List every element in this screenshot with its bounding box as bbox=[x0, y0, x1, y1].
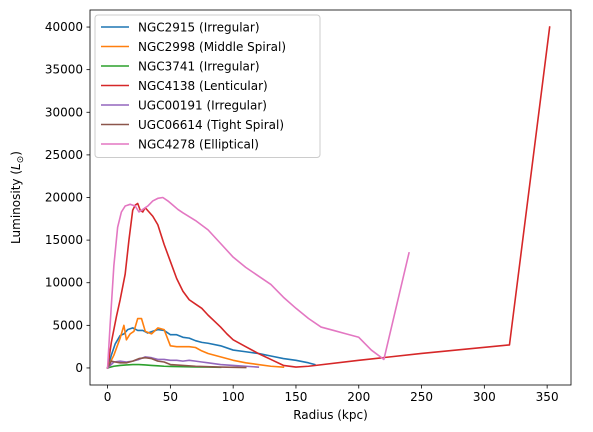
x-tick-label: 350 bbox=[536, 390, 559, 404]
legend-label: NGC2915 (Irregular) bbox=[138, 21, 260, 35]
y-axis-title-symbol: L bbox=[9, 163, 23, 170]
series-line-4 bbox=[106, 26, 551, 369]
legend-label: NGC3741 (Irregular) bbox=[138, 60, 260, 74]
y-tick-label: 25000 bbox=[45, 148, 83, 162]
x-axis-title: Radius (kpc) bbox=[293, 408, 368, 422]
y-tick-label: 20000 bbox=[45, 191, 83, 205]
series-line-6 bbox=[106, 356, 247, 370]
legend-label: NGC2998 (Middle Spiral) bbox=[138, 40, 286, 54]
x-tick-label: 50 bbox=[163, 390, 178, 404]
x-tick-label: 300 bbox=[473, 390, 496, 404]
series-line-3 bbox=[106, 363, 222, 369]
y-axis-title-subscript: ⊙ bbox=[16, 156, 26, 164]
series-line-7 bbox=[106, 196, 410, 369]
y-axis-title: Luminosity (L⊙) bbox=[9, 151, 26, 244]
y-tick-label: 40000 bbox=[45, 20, 83, 34]
series-line-1 bbox=[106, 327, 316, 369]
legend-label: NGC4278 (Elliptical) bbox=[138, 138, 259, 152]
plot-frame bbox=[89, 9, 572, 386]
x-tick-label: 150 bbox=[285, 390, 308, 404]
legend-label: UGC06614 (Tight Spiral) bbox=[138, 118, 284, 132]
y-axis-title-main: Luminosity ( bbox=[9, 170, 23, 244]
legend-label: UGC00191 (Irregular) bbox=[138, 99, 267, 113]
y-tick-label: 0 bbox=[75, 361, 83, 375]
y-tick-label: 5000 bbox=[52, 318, 83, 332]
y-tick-label: 15000 bbox=[45, 233, 83, 247]
y-tick-label: 35000 bbox=[45, 63, 83, 77]
series-layer bbox=[106, 26, 551, 370]
x-tick-label: 250 bbox=[410, 390, 433, 404]
series-line-2 bbox=[106, 317, 285, 370]
x-tick-label: 0 bbox=[104, 390, 112, 404]
legend: NGC2915 (Irregular) NGC2998 (Middle Spira… bbox=[94, 14, 321, 158]
legend-frame bbox=[94, 14, 321, 158]
ticks-layer: 0 50 100 150 200 250 300 350 0 5000 10000 15000 2000… bbox=[45, 20, 559, 404]
x-tick-label: 200 bbox=[347, 390, 370, 404]
y-axis-title-tail: ) bbox=[9, 151, 23, 156]
legend-label: NGC4138 (Lenticular) bbox=[138, 79, 268, 93]
y-tick-label: 10000 bbox=[45, 276, 83, 290]
y-tick-label: 30000 bbox=[45, 105, 83, 119]
x-tick-label: 100 bbox=[222, 390, 245, 404]
